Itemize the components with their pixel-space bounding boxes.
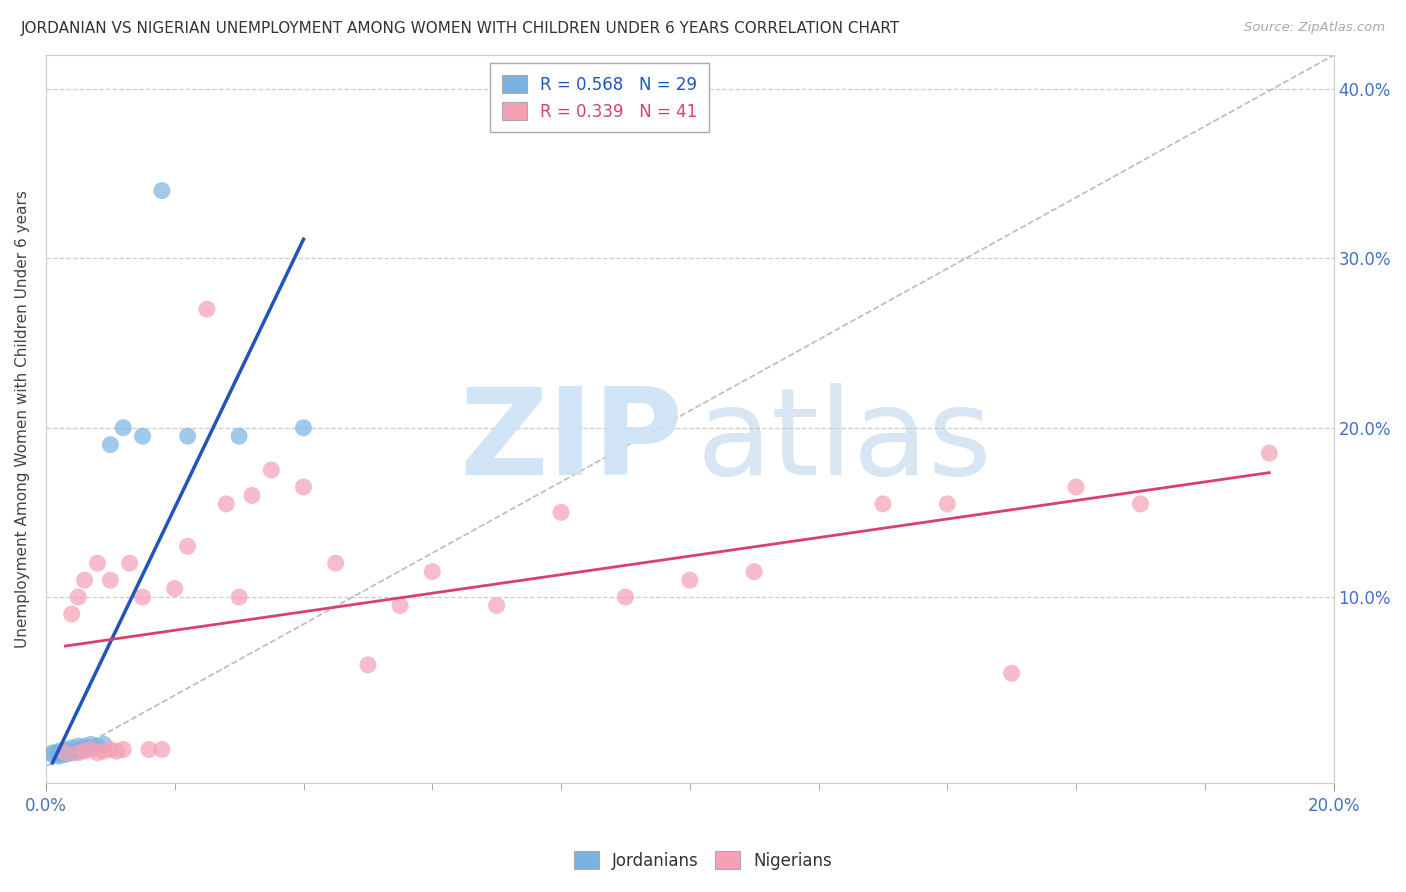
Point [98, 437, 121, 451]
Point [80, 738, 103, 752]
Point [742, 565, 765, 579]
Point [260, 463, 283, 477]
Point [195, 302, 218, 317]
Point [420, 565, 443, 579]
Point [872, 497, 894, 511]
Point [41, 746, 63, 760]
Point [614, 590, 637, 604]
Text: Source: ZipAtlas.com: Source: ZipAtlas.com [1244, 21, 1385, 34]
Point [73, 739, 96, 753]
Text: JORDANIAN VS NIGERIAN UNEMPLOYMENT AMONG WOMEN WITH CHILDREN UNDER 6 YEARS CORRE: JORDANIAN VS NIGERIAN UNEMPLOYMENT AMONG… [21, 21, 900, 36]
Point [53, 742, 76, 756]
Point [53, 746, 76, 760]
Point [86, 746, 108, 760]
Point [80, 740, 103, 755]
Point [53, 744, 76, 758]
Point [215, 497, 238, 511]
Point [679, 573, 702, 587]
Legend: R = 0.568   N = 29, R = 0.339   N = 41: R = 0.568 N = 29, R = 0.339 N = 41 [491, 63, 709, 133]
Point [93, 738, 115, 752]
Point [67, 746, 90, 760]
Point [86, 739, 108, 753]
Point [73, 742, 96, 756]
Point [150, 184, 173, 198]
Point [1001, 666, 1024, 681]
Point [176, 539, 198, 553]
Point [292, 421, 315, 435]
Point [131, 429, 153, 443]
Point [67, 742, 90, 756]
Point [73, 744, 96, 758]
Point [48, 747, 70, 762]
Point [357, 657, 380, 672]
Point [389, 599, 412, 613]
Y-axis label: Unemployment Among Women with Children Under 6 years: Unemployment Among Women with Children U… [15, 190, 30, 648]
Point [73, 573, 96, 587]
Point [60, 746, 83, 760]
Point [67, 739, 90, 753]
Point [150, 742, 173, 756]
Point [60, 744, 83, 758]
Point [228, 429, 250, 443]
Point [60, 607, 83, 621]
Point [292, 480, 315, 494]
Point [118, 556, 141, 570]
Point [228, 590, 250, 604]
Point [1129, 497, 1152, 511]
Text: ZIP: ZIP [460, 383, 683, 500]
Point [550, 505, 572, 519]
Point [112, 742, 135, 756]
Point [131, 590, 153, 604]
Point [67, 590, 90, 604]
Point [98, 573, 121, 587]
Point [48, 744, 70, 758]
Point [80, 742, 103, 756]
Point [325, 556, 347, 570]
Point [67, 744, 90, 758]
Point [240, 488, 263, 502]
Point [53, 747, 76, 762]
Point [1258, 446, 1281, 460]
Point [53, 746, 76, 760]
Point [48, 749, 70, 764]
Point [93, 744, 115, 758]
Point [176, 429, 198, 443]
Point [112, 421, 135, 435]
Text: atlas: atlas [696, 383, 991, 500]
Point [936, 497, 959, 511]
Point [1064, 480, 1087, 494]
Point [86, 556, 108, 570]
Legend: Jordanians, Nigerians: Jordanians, Nigerians [567, 845, 839, 877]
Point [41, 747, 63, 762]
Point [105, 744, 128, 758]
Point [60, 740, 83, 755]
Point [163, 582, 186, 596]
Point [138, 742, 160, 756]
Point [48, 746, 70, 760]
Point [98, 742, 121, 756]
Point [485, 599, 508, 613]
